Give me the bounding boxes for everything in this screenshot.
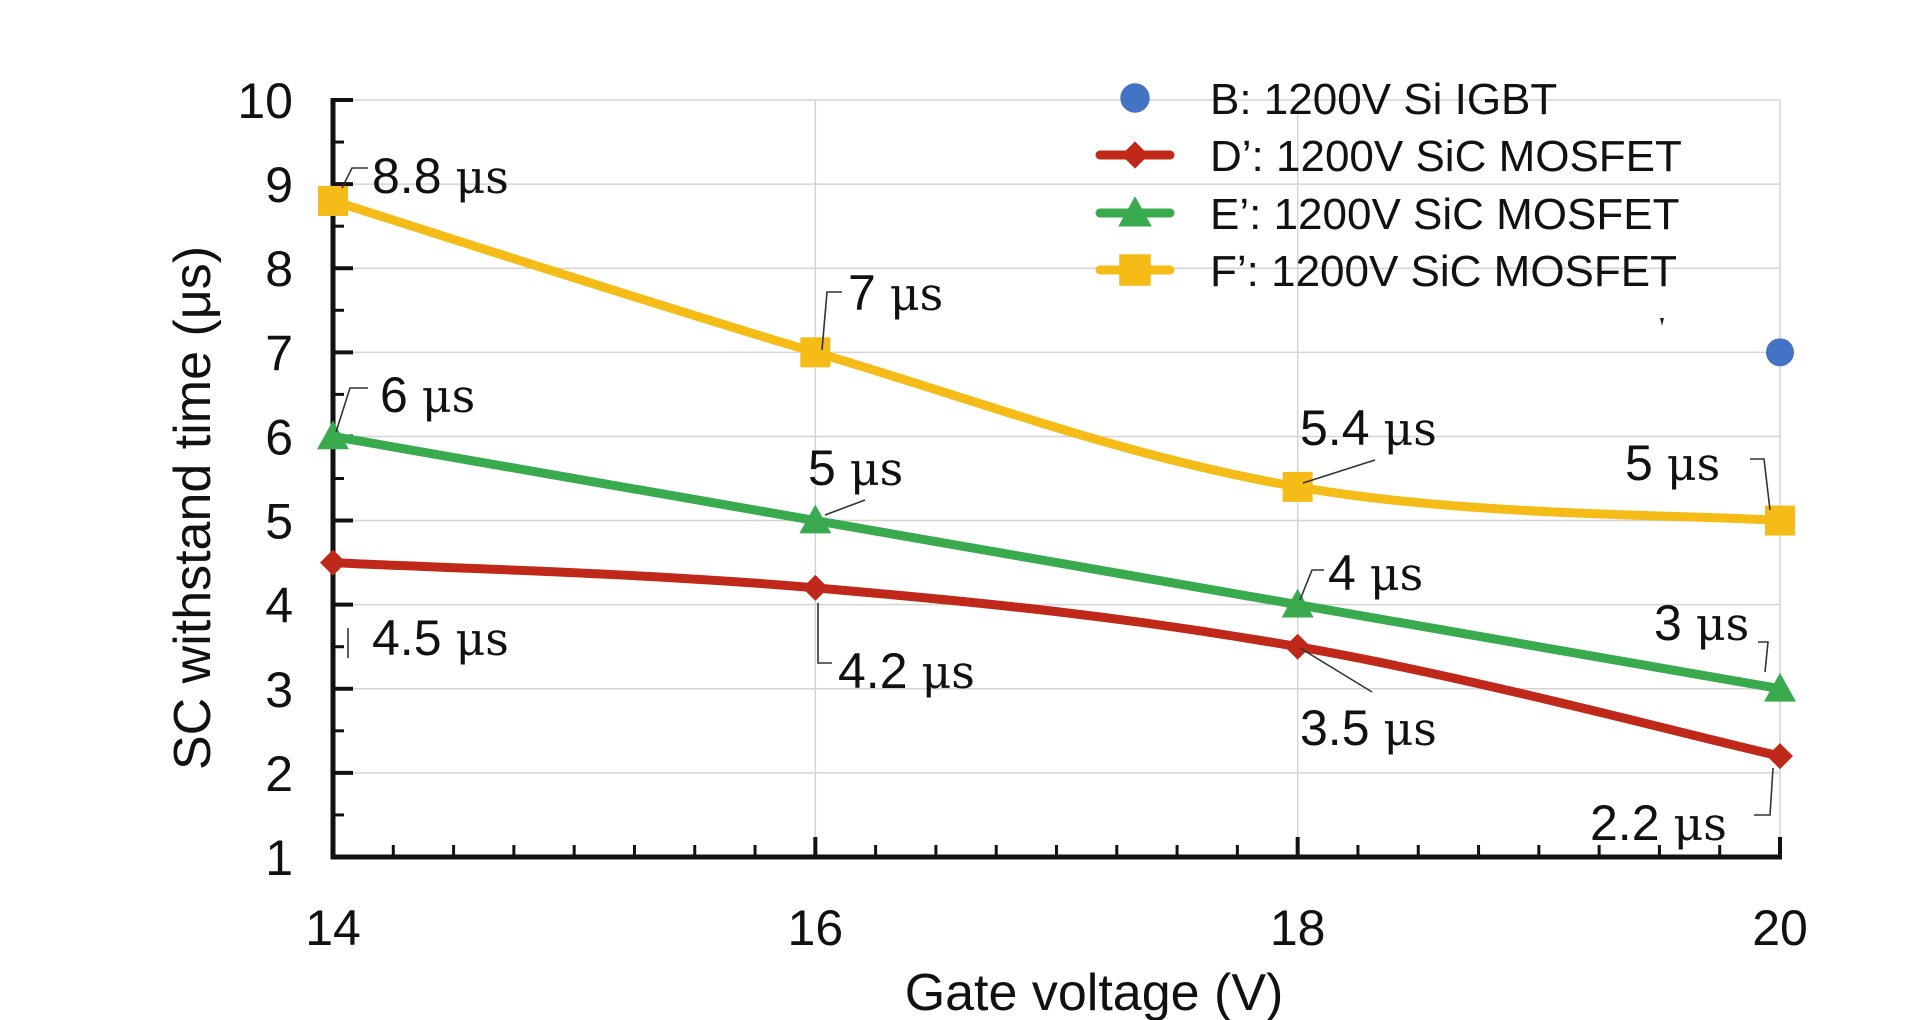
series-lines: [317, 185, 1796, 770]
label-leader-line: [1758, 641, 1769, 673]
legend-triangle-marker: [1118, 196, 1152, 227]
data-label: 2.2 μs: [1590, 795, 1727, 851]
data-label-unit: μs: [850, 442, 904, 496]
circle-marker: [1766, 338, 1794, 367]
y-tick-label: 5: [265, 494, 293, 550]
y-tick-label: 7: [265, 325, 293, 381]
label-leader-line: [1754, 767, 1774, 816]
series-line: [328, 431, 1785, 694]
label-leader-line: [1299, 569, 1324, 601]
data-label: 6 μs: [380, 367, 475, 423]
legend-label: E’: 1200V SiC MOSFET: [1210, 190, 1679, 239]
x-tick-label: 20: [1752, 900, 1808, 956]
legend-item: B: 1200V Si IGBT: [1120, 75, 1557, 124]
data-label-value: 4.5: [372, 610, 455, 666]
triangle-marker: [317, 420, 349, 450]
y-tick-label: 9: [265, 157, 293, 213]
y-tick-label: 2: [265, 746, 293, 802]
x-tick-label: 18: [1270, 900, 1326, 956]
y-tick-label: 6: [265, 409, 293, 465]
legend-label: F’: 1200V SiC MOSFET: [1210, 247, 1677, 296]
data-label-value: 5: [1625, 435, 1667, 491]
diamond-marker: [802, 574, 829, 601]
stray-mark: [1660, 318, 1664, 326]
triangle-marker: [799, 504, 832, 534]
axes: 1 2 3 4 5 6 7 8 9 10 14 16 18 20: [237, 73, 1807, 956]
data-label-value: 4.2: [838, 643, 921, 699]
diamond-marker: [1284, 633, 1311, 660]
label-leader-line: [821, 291, 842, 351]
data-label: 5 μs: [1625, 435, 1720, 491]
data-label: 5.4 μs: [1300, 400, 1437, 456]
square-marker: [1282, 471, 1313, 502]
label-leader-line: [335, 387, 368, 433]
data-label: 8.8 μs: [372, 148, 509, 204]
label-leader-line: [824, 499, 866, 516]
data-label: 3 μs: [1654, 595, 1749, 651]
data-label: 4 μs: [1328, 545, 1423, 601]
data-label-unit: μs: [455, 612, 509, 666]
data-label-value: 8.8: [372, 148, 455, 204]
triangle-marker: [1764, 672, 1796, 702]
y-tick-label: 4: [265, 578, 293, 634]
square-marker: [318, 185, 348, 216]
data-label-unit: μs: [921, 645, 975, 699]
data-label-unit: μs: [455, 150, 509, 204]
legend: B: 1200V Si IGBT D’: 1200V SiC MOSFET E’: …: [1095, 75, 1682, 326]
legend-circle-marker: [1120, 83, 1150, 113]
data-label-unit: μs: [1370, 547, 1424, 601]
data-label-unit: μs: [890, 267, 944, 321]
data-label-unit: μs: [1673, 797, 1727, 851]
legend-diamond-marker: [1121, 141, 1149, 169]
data-label-unit: μs: [1383, 702, 1437, 756]
label-leader-line: [1750, 458, 1771, 511]
data-label-value: 3: [1654, 595, 1696, 651]
data-label-value: 5: [808, 440, 850, 496]
x-tick-label: 16: [788, 900, 844, 956]
y-tick-label: 3: [265, 662, 293, 718]
legend-square-marker: [1119, 254, 1151, 286]
legend-item: D’: 1200V SiC MOSFET: [1095, 132, 1682, 181]
y-axis-title: SC withstand time (μs): [164, 246, 222, 770]
triangle-marker: [1281, 588, 1314, 618]
x-tick-label: 14: [305, 900, 361, 956]
data-label-value: 7: [848, 265, 890, 321]
square-marker: [800, 337, 831, 368]
data-label-value: 4: [1328, 545, 1370, 601]
label-leader-line: [341, 167, 368, 189]
data-label: 4.5 μs: [372, 610, 509, 666]
label-leader-line: [1302, 459, 1376, 484]
legend-label: B: 1200V Si IGBT: [1210, 75, 1557, 124]
series-line: [328, 558, 1785, 761]
legend-item: F’: 1200V SiC MOSFET: [1095, 247, 1677, 296]
data-label-unit: μs: [1696, 597, 1750, 651]
y-tick-label: 10: [237, 73, 293, 129]
label-leader-line: [817, 603, 832, 664]
series-line: [328, 196, 1785, 526]
y-tick-label: 1: [265, 830, 293, 886]
data-label-value: 6: [380, 367, 422, 423]
square-marker: [1765, 505, 1795, 536]
grid-lines: [333, 99, 1781, 857]
legend-label: D’: 1200V SiC MOSFET: [1210, 132, 1682, 181]
data-label-value: 2.2: [1590, 795, 1673, 851]
data-label-unit: μs: [1667, 437, 1721, 491]
x-axis-title: Gate voltage (V): [905, 964, 1284, 1020]
diamond-marker: [320, 549, 346, 576]
data-label-unit: μs: [1383, 402, 1437, 456]
data-label: 3.5 μs: [1300, 700, 1437, 756]
data-label: 4.2 μs: [838, 643, 975, 699]
label-leader-line: [1299, 647, 1373, 693]
data-label-value: 3.5: [1300, 700, 1383, 756]
data-labels: 4.5 μs4.2 μs3.5 μs2.2 μs6 μs5 μs4 μs3 μs…: [335, 148, 1774, 851]
data-label: 7 μs: [848, 265, 943, 321]
legend-item: E’: 1200V SiC MOSFET: [1095, 190, 1679, 239]
diamond-marker: [1767, 743, 1793, 770]
data-label: 5 μs: [808, 440, 903, 496]
data-label-value: 5.4: [1300, 400, 1383, 456]
data-label-unit: μs: [422, 369, 476, 423]
y-tick-label: 8: [265, 241, 293, 297]
